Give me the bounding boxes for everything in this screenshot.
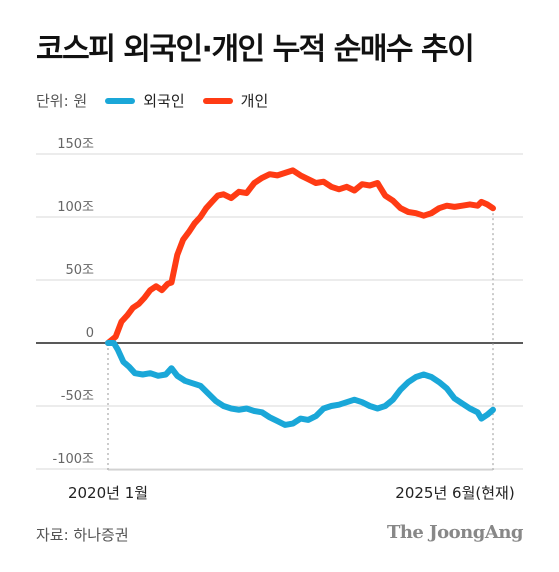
y-tick-label: 150조 [57,137,94,152]
series-line-individual [105,167,496,346]
chart-title: 코스피 외국인·개인 누적 순매수 추이 [36,32,475,67]
source-note: 자료: 하나증권 [36,526,129,544]
series-line-foreign [105,340,496,428]
series-layer [105,167,496,428]
legend-item-individual: 개인 [202,90,269,111]
x-tick-label-end: 2025년 6월(현재) [395,484,514,502]
brand-logo: The JoongAng [386,522,524,543]
y-tick-label: -50조 [61,389,94,404]
y-tick-label: 100조 [57,200,94,215]
y-tick-label: -100조 [53,452,95,467]
legend-item-foreign: 외국인 [105,90,185,111]
legend-swatch-foreign [105,97,136,104]
y-tick-label: 50조 [65,263,94,278]
legend-label-individual: 개인 [240,92,269,110]
x-tick-label-start: 2020년 1월 [68,484,148,502]
legend-swatch-individual [202,97,233,104]
unit-label: 단위: 원 [36,92,88,110]
legend-label-foreign: 외국인 [143,92,185,110]
y-tick-label: 0 [86,326,94,341]
legend: 단위: 원 외국인 개인 [36,90,268,111]
axis-layer: 150조 100조 50조 0 -50조 -100조 2020년 1월 2025년 6월(현재… [53,137,515,502]
line-chart: 150조 100조 50조 0 -50조 -100조 2020년 1월 2025년 6월(현재… [36,137,523,502]
